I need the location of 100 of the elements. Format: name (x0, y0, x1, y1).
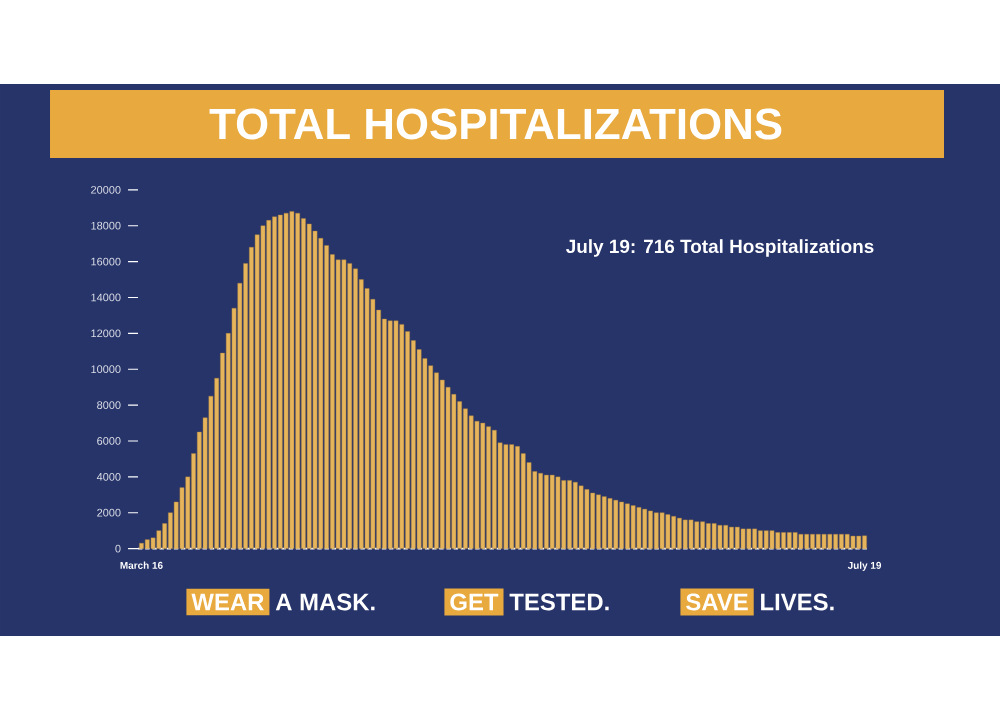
bar (353, 268, 358, 549)
bar (763, 530, 769, 549)
bar (729, 526, 734, 549)
bar (804, 534, 810, 549)
bar (781, 532, 786, 549)
bar (324, 245, 329, 549)
bar (549, 474, 555, 549)
bar (642, 508, 648, 549)
bar (150, 537, 156, 549)
bar (260, 225, 266, 549)
bar (654, 512, 659, 549)
bar (144, 539, 150, 549)
annotation: July 19: 716 Total Hospitalizations (566, 239, 874, 257)
bar (387, 320, 393, 549)
bar (752, 528, 757, 549)
text: LIVES. (761, 593, 834, 611)
bar (503, 444, 509, 549)
bar (393, 320, 399, 549)
text: WEAR (191, 593, 264, 611)
text: TESTED. (509, 593, 609, 611)
bar (399, 324, 405, 549)
bar (335, 259, 341, 549)
bar (619, 501, 624, 549)
bar (677, 517, 682, 549)
bar (775, 532, 781, 549)
bar (862, 535, 867, 549)
bar (682, 519, 688, 549)
bar (723, 525, 729, 549)
bar (711, 523, 717, 549)
bar (295, 212, 300, 549)
bar (844, 534, 850, 549)
bar (636, 507, 642, 549)
bar (694, 521, 700, 549)
bar (428, 365, 434, 549)
bar (509, 444, 514, 549)
bar (648, 510, 653, 549)
bar (596, 494, 601, 549)
bar (567, 480, 572, 549)
bar (266, 220, 272, 549)
bar (734, 526, 740, 549)
bar (515, 446, 520, 549)
bar (590, 492, 595, 549)
bar (405, 331, 410, 549)
bar (856, 535, 862, 549)
bar (283, 212, 289, 549)
bar (486, 426, 491, 549)
text: SAVE (686, 593, 748, 611)
bar (318, 238, 324, 549)
bar (671, 516, 676, 549)
bar (700, 521, 705, 549)
bar (480, 422, 486, 549)
bar (520, 453, 526, 549)
text: GET (450, 593, 499, 611)
bar (839, 534, 844, 549)
bar (451, 394, 457, 549)
bar (810, 534, 815, 549)
bar (630, 505, 636, 549)
chart-title: TOTAL HOSPITALIZATIONS (209, 108, 782, 140)
bar (434, 372, 439, 549)
bar (468, 415, 474, 549)
bar (717, 525, 723, 549)
bar (561, 480, 567, 549)
bar (827, 534, 833, 549)
bar (538, 473, 543, 549)
bar (474, 421, 480, 549)
bar (758, 530, 763, 549)
bar (601, 496, 607, 549)
bar (740, 528, 746, 549)
bar (573, 482, 578, 549)
bar (463, 408, 468, 549)
bar (787, 532, 792, 549)
bar (492, 430, 497, 549)
bar (312, 230, 318, 549)
bar (815, 534, 821, 549)
bar (555, 476, 561, 549)
bar (821, 534, 827, 549)
bar (445, 386, 451, 549)
bar (665, 514, 671, 549)
bar (306, 223, 312, 549)
bar (139, 543, 144, 549)
bar (156, 530, 162, 549)
bar (850, 535, 856, 549)
bar (341, 259, 347, 549)
bar (798, 534, 804, 549)
bar (289, 211, 295, 549)
bar (706, 523, 711, 549)
bar (584, 489, 590, 549)
bar (544, 474, 549, 549)
text: A MASK. (275, 593, 375, 611)
bar (746, 528, 752, 549)
bar (347, 263, 353, 549)
bar (607, 498, 613, 549)
bar (613, 499, 619, 549)
bar (578, 485, 584, 549)
bar (278, 214, 283, 549)
bar (833, 534, 838, 549)
bar (769, 530, 775, 549)
bar (625, 503, 630, 549)
bar (792, 532, 798, 549)
bar (272, 216, 277, 549)
